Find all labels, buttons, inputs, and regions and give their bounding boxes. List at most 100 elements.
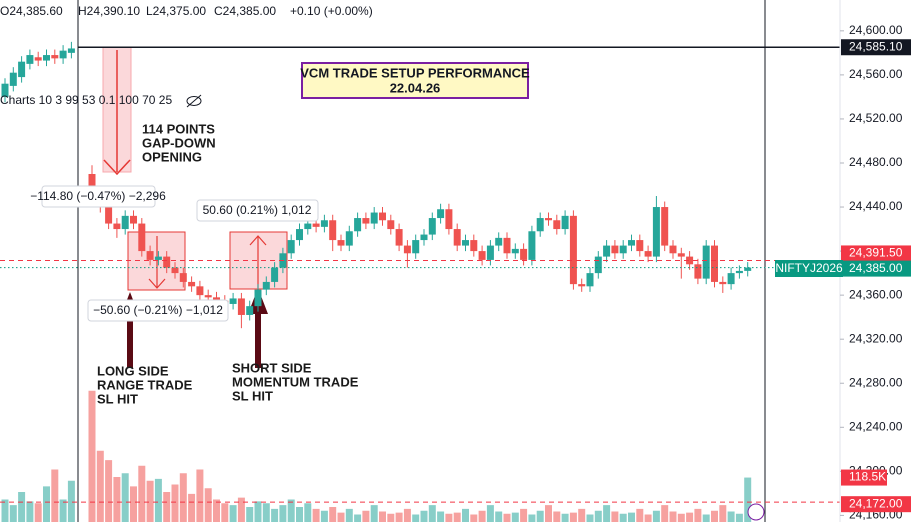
note-line: LONG SIDE: [97, 363, 169, 378]
candle-body: [586, 273, 594, 287]
volume-bar: [686, 512, 694, 522]
y-tick-label: 24,320.00: [849, 331, 903, 345]
candle-body: [43, 55, 50, 61]
candle-body: [669, 245, 677, 254]
ohlc-change: +0.10 (+0.00%): [290, 4, 373, 18]
volume-bar: [387, 513, 395, 522]
volume-bar: [520, 508, 528, 522]
volume-bar: [204, 488, 212, 522]
volume-bar: [354, 514, 362, 522]
candle-body: [520, 248, 528, 260]
volume-bar: [727, 511, 735, 522]
candle-body: [196, 286, 204, 296]
volume-bar: [88, 390, 96, 522]
indicator-legend: Charts 10 3 99 53 0.1 100 70 25: [0, 93, 172, 107]
candle-body: [171, 267, 179, 274]
volume-bar: [237, 497, 245, 522]
volume-bar: [652, 510, 660, 522]
volume-bar: [59, 499, 67, 522]
measure-label: −114.80 (−0.47%) −2,296: [30, 189, 166, 203]
candle-body: [370, 212, 378, 224]
volume-bar: [412, 514, 420, 522]
candle-body: [320, 220, 328, 227]
volume-bar: [719, 505, 727, 522]
volume-bar: [67, 480, 75, 522]
candle-body: [594, 256, 602, 274]
symbol-label: NIFTYJ2026: [775, 261, 843, 275]
candle-body: [744, 267, 752, 271]
y-tick-label: 24,360.00: [849, 287, 903, 301]
candle-body: [719, 281, 727, 285]
price-label-box: [841, 496, 911, 513]
symbol-tag: [775, 260, 843, 277]
price-label: 24,385.00: [849, 261, 903, 275]
candle-body: [428, 218, 436, 235]
candle-body: [237, 298, 245, 315]
note-line: GAP-DOWN: [142, 135, 216, 150]
candle-body: [379, 212, 386, 221]
volume-bar: [594, 510, 602, 522]
eye-outline[interactable]: [186, 96, 202, 106]
candle-body: [478, 251, 486, 260]
candle-body: [130, 215, 137, 224]
candle-body: [387, 220, 395, 230]
volume-bar: [453, 512, 461, 522]
volume-bar: [503, 513, 511, 522]
volume-bar: [611, 511, 619, 522]
candle-body: [486, 245, 494, 260]
candle-body: [403, 245, 411, 254]
candle-body: [462, 240, 469, 246]
alert-icon[interactable]: [747, 503, 765, 521]
candle-body: [611, 245, 619, 254]
candle-body: [312, 223, 320, 227]
volume-bar: [711, 510, 718, 522]
measure-box: [87, 299, 229, 322]
candle-body: [702, 245, 710, 279]
volume-bar: [213, 499, 220, 522]
y-tick-label: 24,520.00: [849, 111, 903, 125]
volume-pane: [1, 390, 752, 522]
volume-bar: [561, 513, 569, 522]
candle-body: [229, 298, 237, 304]
volume-bar: [43, 486, 50, 522]
note-line: OPENING: [142, 149, 202, 164]
volume-bar: [287, 499, 295, 522]
volume-bar: [121, 473, 129, 522]
candle-body: [121, 215, 129, 230]
volume-bar: [569, 512, 577, 522]
candle-body: [545, 218, 552, 221]
volume-label: 118.5K: [849, 470, 886, 484]
measure-box: [41, 185, 156, 208]
price-label-box: [841, 260, 911, 277]
candle-body: [503, 237, 511, 254]
price-label: 24,172.00: [849, 496, 903, 510]
candle-body: [213, 297, 220, 301]
volume-bar: [312, 508, 320, 522]
eye-icon[interactable]: [186, 94, 202, 108]
candle-body: [51, 55, 59, 59]
eye-slash[interactable]: [186, 94, 202, 108]
ohlc-close: C24,385.00: [214, 4, 276, 18]
y-tick-label: 24,280.00: [849, 375, 903, 389]
candle-body: [661, 207, 669, 246]
volume-bar: [320, 510, 328, 522]
title: VCM TRADE SETUP PERFORMANCE: [300, 65, 530, 80]
volume-bar: [279, 505, 287, 522]
candle-body: [146, 251, 154, 260]
volume-bar: [171, 484, 179, 522]
volume-bar: [420, 510, 428, 522]
ohlc-low: L24,375.00: [146, 4, 206, 18]
candle-body: [59, 50, 67, 59]
volume-bar: [345, 508, 353, 522]
volume-bar: [96, 450, 104, 522]
candle-body: [495, 237, 503, 246]
volume-bar: [296, 507, 303, 522]
volume-bar: [661, 505, 669, 522]
volume-bar: [179, 473, 187, 522]
candle-body: [694, 264, 702, 279]
candle-body: [420, 234, 428, 241]
y-tick-label: 24,560.00: [849, 67, 903, 81]
candle-body: [536, 218, 544, 232]
